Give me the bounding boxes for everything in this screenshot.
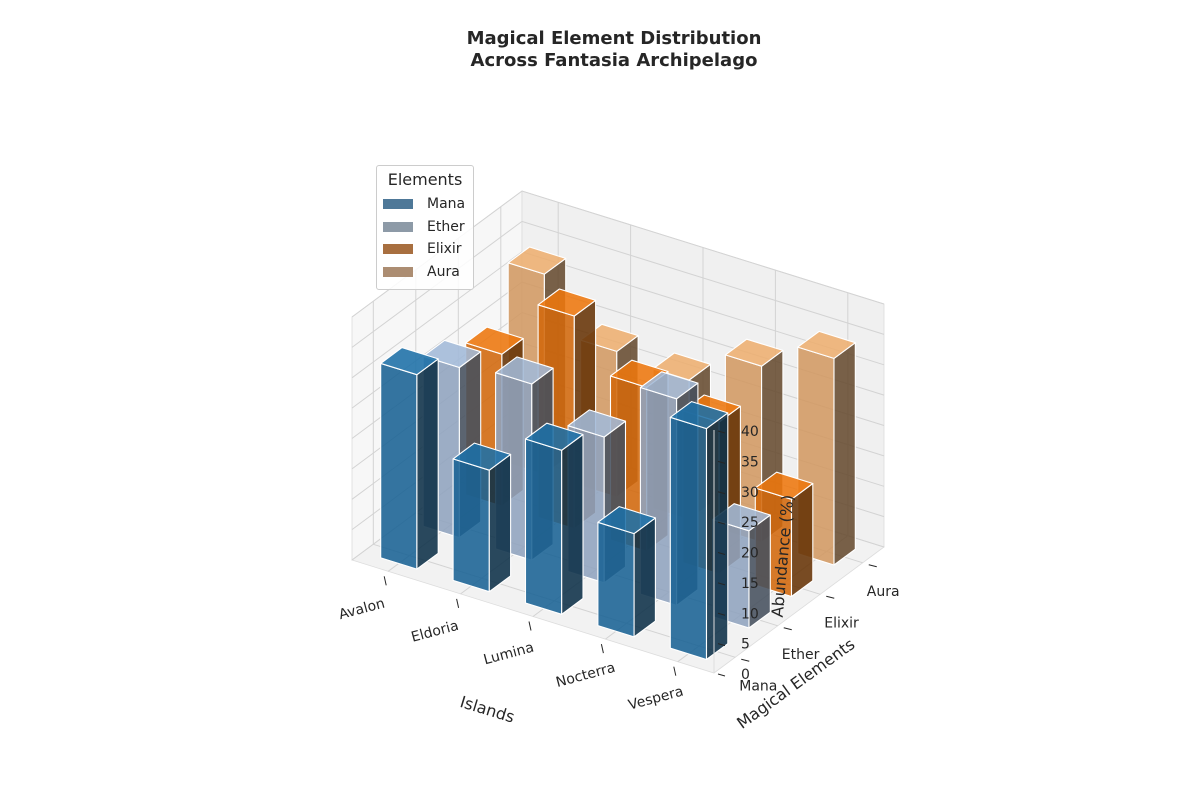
legend-item-elixir: Elixir: [377, 238, 473, 261]
legend-item-ether: Ether: [377, 216, 473, 239]
chart-subtitle: Across Fantasia Archipelago: [470, 50, 758, 71]
x-tick-mark: [673, 666, 677, 676]
legend-label: Aura: [427, 263, 460, 280]
y-tick-mark: [783, 627, 792, 631]
x-tick-label: Avalon: [337, 596, 386, 624]
x-tick-mark: [528, 621, 532, 631]
z-tick-mark: [717, 673, 726, 677]
x-tick-label: Eldoria: [409, 618, 460, 646]
bar-mana-avalon: [380, 347, 439, 570]
z-tick-mark: [717, 521, 726, 525]
bar-aura-vespera: [797, 330, 856, 566]
z-grid-line: [351, 220, 885, 348]
x-tick-label: Vespera: [627, 684, 685, 714]
z-tick-label: 10: [741, 606, 759, 622]
y-tick-label: Elixir: [824, 615, 859, 631]
z-tick-mark: [717, 643, 726, 647]
legend-swatch: [383, 199, 413, 210]
z-tick-label: 15: [741, 576, 759, 592]
legend-item-aura: Aura: [377, 261, 473, 284]
x-tick-mark: [600, 643, 604, 654]
z-tick-mark: [717, 430, 726, 434]
z-tick-mark: [717, 491, 726, 495]
z-tick-label: 5: [741, 637, 750, 653]
legend-label: Mana: [427, 196, 466, 213]
legend-label: Elixir: [427, 241, 462, 258]
legend-title: Elements: [387, 170, 463, 189]
x-tick-mark: [456, 598, 460, 609]
z-tick-label: 0: [741, 667, 750, 683]
x-tick-label: Nocterra: [554, 660, 617, 691]
z-tick-label: 25: [741, 515, 759, 531]
y-tick-mark: [741, 658, 750, 662]
legend-item-mana: Mana: [377, 193, 473, 216]
z-tick-label: 40: [741, 424, 759, 440]
legend: Elements Mana Ether Elixir Aura: [376, 165, 474, 290]
x-tick-mark: [383, 576, 387, 586]
y-tick-mark: [826, 595, 835, 599]
z-tick-mark: [717, 582, 726, 586]
z-tick-label: 30: [741, 485, 759, 501]
z-tick-label: 35: [741, 454, 759, 470]
z-tick-mark: [717, 460, 726, 464]
bar-mana-nocterra: [597, 506, 656, 638]
z-grid-line: [351, 251, 885, 379]
y-tick-mark: [868, 564, 877, 568]
bar-mana-lumina: [524, 422, 584, 615]
z-tick-mark: [717, 612, 726, 616]
z-tick-mark: [717, 552, 726, 555]
legend-swatch: [383, 266, 413, 277]
y-tick-label: Ether: [782, 647, 820, 663]
legend-swatch: [383, 221, 413, 232]
y-tick-label: Aura: [867, 584, 900, 600]
x-axis-label: Islands: [458, 692, 517, 727]
legend-swatch: [383, 244, 413, 255]
chart-title: Magical Element Distribution: [466, 28, 762, 49]
y-tick-label: Mana: [739, 678, 777, 694]
legend-label: Ether: [427, 218, 465, 235]
bar-mana-eldoria: [452, 442, 512, 593]
z-tick-label: 20: [741, 546, 759, 562]
bar-mana-vespera: [669, 401, 729, 661]
x-tick-label: Lumina: [482, 640, 536, 669]
